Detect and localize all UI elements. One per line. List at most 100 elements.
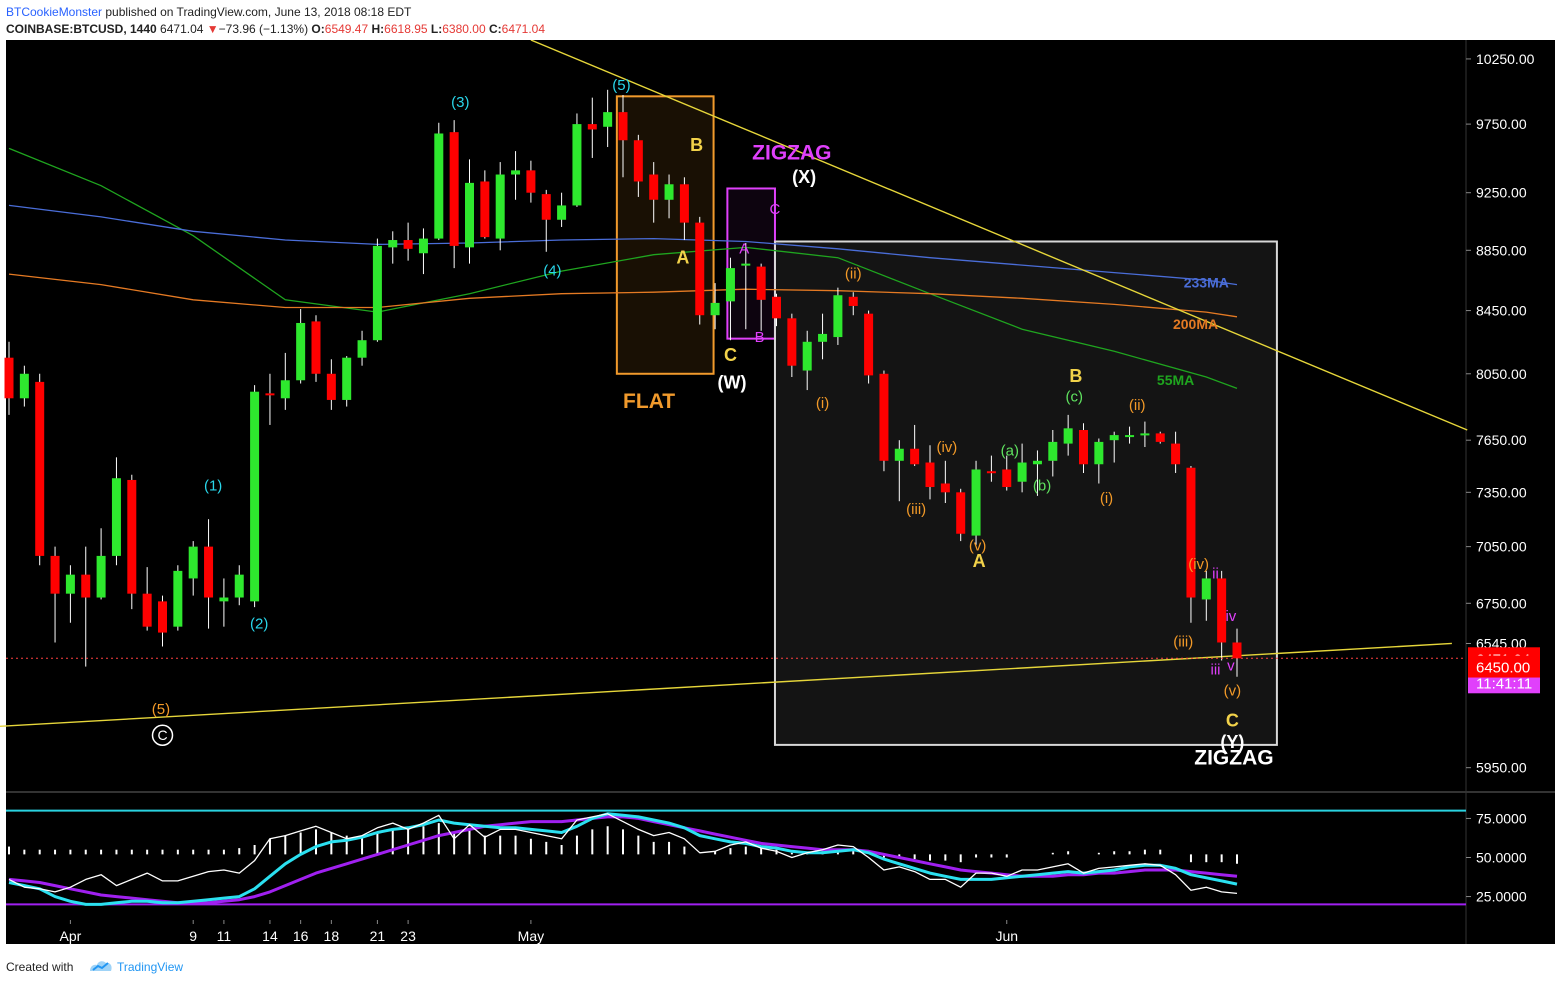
author-link[interactable]: BTCookieMonster — [6, 5, 103, 19]
pattern-label-zigzag-white: ZIGZAG — [1194, 746, 1273, 769]
candle-body — [1063, 428, 1073, 444]
wave-label: v — [1227, 658, 1235, 675]
candle-body — [741, 263, 751, 266]
close-value: 6471.04 — [501, 22, 546, 36]
tradingview-link[interactable]: TradingView — [117, 960, 184, 974]
time-axis-tick-label: 18 — [324, 928, 340, 944]
candle-body — [96, 555, 106, 598]
wave-label: ii — [1212, 565, 1219, 582]
candle-body — [357, 340, 367, 358]
candle-body — [173, 570, 183, 627]
candle-body — [1002, 469, 1012, 488]
wave-label: (iii) — [1173, 633, 1193, 650]
chart-header: BTCookieMonster published on TradingView… — [0, 0, 1555, 40]
candle-body — [418, 238, 428, 254]
candle-body — [1109, 435, 1119, 441]
candle-body — [1079, 430, 1088, 465]
candle-body — [864, 313, 874, 376]
time-axis-tick-label: Jun — [995, 928, 1018, 944]
candle-body — [296, 322, 306, 381]
wave-label: B — [755, 329, 765, 346]
candle-body — [772, 296, 781, 319]
candle-body — [1094, 441, 1104, 465]
price-axis-tick-label: 9250.00 — [1476, 185, 1527, 201]
time-axis-tick-label: 14 — [262, 928, 278, 944]
indicator-axis-tick-label: 50.0000 — [1476, 850, 1527, 866]
candle-body — [940, 483, 950, 493]
price-tag-label: 11:41:11 — [1476, 675, 1532, 692]
wave-label: (5) — [612, 77, 630, 94]
trendline — [530, 40, 1468, 431]
indicator-pane — [6, 809, 1466, 906]
wave-label: (Y) — [1220, 732, 1244, 752]
candle-body — [495, 174, 505, 239]
candle-body — [142, 593, 152, 627]
price-axis-tick-label: 8450.00 — [1476, 303, 1527, 319]
low-value: 6380.00 — [442, 22, 486, 36]
candle-body — [572, 124, 582, 206]
wave-label: (iii) — [906, 501, 926, 518]
candle-body — [434, 133, 444, 239]
ma-label: 233MA — [1184, 275, 1229, 291]
wave-label: B — [690, 135, 703, 155]
candle-body — [894, 448, 904, 461]
wave-label: C — [724, 345, 737, 365]
candle-body — [1232, 642, 1242, 659]
axes: 10250.00 9750.00 9250.00 8850.00 8450.00 8050… — [60, 51, 1540, 944]
chart-footer: Created with TradingView — [0, 950, 1555, 984]
candle-body — [1186, 467, 1196, 598]
candle-body — [449, 132, 459, 246]
wave-label: (v) — [969, 537, 987, 554]
candle-body — [526, 170, 536, 193]
price-chart[interactable]: (5) (3) (4) (1) (2) (5) B A C (W) (X) A B C (ii) (i) (iv… — [0, 40, 1555, 950]
candle-body — [971, 469, 981, 536]
wave-label: (5) — [152, 701, 170, 718]
candle-body — [219, 597, 229, 602]
price-axis-tick-label: 8050.00 — [1476, 366, 1527, 382]
candle-body — [879, 373, 889, 461]
candle-body — [1217, 578, 1227, 643]
wave-label: (2) — [250, 616, 268, 633]
wave-label: (X) — [792, 167, 816, 187]
wave-label: A — [973, 551, 986, 571]
wave-label: A — [676, 248, 689, 268]
candle-body — [603, 112, 613, 127]
wave-label: iii — [1211, 662, 1221, 679]
candle-body — [1125, 435, 1135, 438]
indicator-series-line — [8, 812, 1238, 906]
wave-label: (a) — [1001, 443, 1019, 460]
wave-label: C — [1226, 711, 1239, 731]
wave-label: (3) — [451, 94, 469, 111]
wave-label: (W) — [717, 372, 746, 392]
open-label: O: — [311, 22, 325, 36]
wave-label: (iv) — [1188, 556, 1209, 573]
price-axis-tick-label: 9750.00 — [1476, 116, 1527, 132]
time-axis-tick-label: 16 — [293, 928, 309, 944]
candle-body — [465, 182, 474, 248]
candle-body — [4, 357, 14, 399]
candle-body — [65, 574, 75, 594]
candle-body — [787, 318, 797, 366]
price-axis-tick-label: 5950.00 — [1476, 760, 1527, 776]
publish-line: BTCookieMonster published on TradingView… — [6, 5, 411, 19]
candle-body — [695, 222, 705, 316]
symbol-label: COINBASE:BTCUSD, 1440 — [6, 22, 157, 36]
wave-label: (iv) — [936, 439, 957, 456]
time-axis-tick-label: May — [518, 928, 544, 944]
candle-body — [725, 268, 735, 302]
ma-label: 55MA — [1157, 372, 1194, 388]
wave-label: (v) — [1224, 682, 1242, 699]
wave-label: (ii) — [1129, 397, 1146, 414]
candle-body — [311, 321, 321, 374]
candle-body — [19, 373, 29, 399]
ma-label: 200MA — [1173, 316, 1218, 332]
candle-body — [480, 181, 490, 238]
circled-wave-label — [151, 724, 174, 746]
candle-body — [956, 492, 966, 534]
candle-body — [818, 333, 828, 342]
wave-label: (i) — [816, 395, 829, 412]
candle-body — [342, 357, 352, 400]
price-axis-tick-label: 6750.00 — [1476, 595, 1527, 611]
candle-body — [848, 296, 858, 306]
candle-body — [372, 245, 382, 341]
